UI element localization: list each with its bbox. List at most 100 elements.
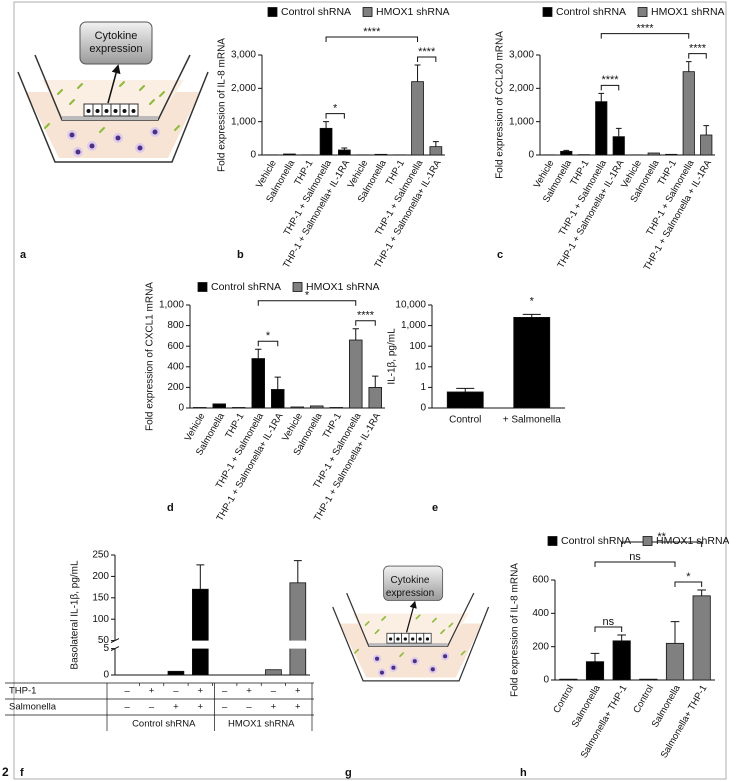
legend-swatch xyxy=(642,536,653,546)
significance-label: * xyxy=(530,295,535,307)
y-axis-label: Fold expression of CXCL1 mRNA xyxy=(145,282,156,431)
legend-label: Control shRNA xyxy=(281,6,351,18)
y-axis-label: Fold expression of CCL20 mRNA xyxy=(495,31,506,179)
legend-label: HMOX1 shRNA xyxy=(656,535,729,547)
table-group-label: HMOX1 shRNA xyxy=(228,719,295,730)
error-bar xyxy=(323,121,330,129)
y-tick-label: 1,000 xyxy=(401,320,426,331)
bar xyxy=(639,678,658,681)
y-tick-label: 1,000 xyxy=(509,116,534,127)
y-tick-label: 2,000 xyxy=(509,83,534,94)
panel-letter: h xyxy=(520,767,527,779)
y-tick-label: 0 xyxy=(543,675,549,686)
x-tick-label: Control xyxy=(551,683,576,715)
error-bar xyxy=(255,348,262,359)
bar xyxy=(513,317,551,409)
bar xyxy=(319,127,333,156)
bar xyxy=(265,669,282,676)
significance-bracket xyxy=(621,541,703,547)
bar xyxy=(446,391,484,409)
diagram-label: Cytokine expression xyxy=(385,575,435,599)
error-bar xyxy=(372,375,379,388)
significance-label: **** xyxy=(601,74,619,86)
bar xyxy=(212,403,226,409)
significance-label: * xyxy=(305,290,310,302)
y-tick-label: 0 xyxy=(420,403,426,414)
significance-label: * xyxy=(333,103,338,115)
y-tick-label: 1,000 xyxy=(159,300,184,311)
x-tick-label: + Salmonella xyxy=(503,415,562,426)
x-tick-label: Control xyxy=(449,415,481,426)
bar xyxy=(289,582,307,676)
y-axis-label: Fold expression of IL-8 mRNA xyxy=(510,563,521,697)
significance-label: **** xyxy=(636,23,654,35)
legend-label: HMOX1 shRNA xyxy=(306,281,380,293)
bar xyxy=(665,642,685,681)
x-tick-label: Control xyxy=(631,683,656,715)
y-tick-label: 10,000 xyxy=(395,300,426,311)
significance-label: **** xyxy=(357,310,375,322)
y-tick-label: 2,000 xyxy=(231,83,256,94)
y-tick-label: 600 xyxy=(167,341,184,352)
significance-bracket xyxy=(325,113,345,119)
panel-letter: e xyxy=(432,502,438,514)
panel-letter: b xyxy=(237,249,244,261)
bar xyxy=(310,405,324,409)
panel-letter: c xyxy=(497,249,503,261)
table-cell: – xyxy=(149,702,155,713)
y-tick-label: 200 xyxy=(92,571,109,582)
y-tick-label: 0 xyxy=(528,150,534,161)
significance-label: **** xyxy=(689,43,707,55)
legend-label: HMOX1 shRNA xyxy=(651,6,725,18)
legend-swatch xyxy=(637,7,648,17)
y-tick-label: 400 xyxy=(532,608,549,619)
table-cell: + xyxy=(295,686,301,697)
bar xyxy=(682,71,695,156)
table-row-label: Salmonella xyxy=(9,702,57,713)
y-axis-label: IL-1β, pg/mL xyxy=(387,328,398,385)
bar xyxy=(368,386,382,409)
bar xyxy=(338,149,351,156)
table-cell: + xyxy=(173,702,179,713)
significance-bracket xyxy=(688,53,707,59)
y-tick-label: 3,000 xyxy=(231,50,256,61)
y-tick-label: 0 xyxy=(178,403,184,414)
y-tick-label: 100 xyxy=(409,341,426,352)
significance-bracket xyxy=(417,56,437,62)
axis-break-gap xyxy=(288,640,307,649)
significance-bracket xyxy=(600,33,690,39)
table-cell: – xyxy=(246,702,252,713)
y-tick-label: 50 xyxy=(98,635,110,646)
error-bar xyxy=(563,149,570,152)
panel-letter: g xyxy=(345,767,352,779)
y-tick-label: 400 xyxy=(167,361,184,372)
y-tick-label: 0 xyxy=(103,670,109,681)
y-tick-label: 1 xyxy=(420,382,426,393)
error-bar xyxy=(414,64,421,82)
table-cell: + xyxy=(271,702,277,713)
bar xyxy=(167,670,185,676)
legend-swatch xyxy=(197,282,208,292)
significance-bracket xyxy=(257,340,279,347)
y-tick-label: 600 xyxy=(532,575,549,586)
y-tick-label: 0 xyxy=(250,150,256,161)
table-group-label: Control shRNA xyxy=(132,719,196,730)
y-axis-label: Fold expression of IL-8 mRNA xyxy=(217,38,228,172)
table-cell: + xyxy=(246,686,252,697)
significance-bracket xyxy=(594,561,676,567)
significance-bracket xyxy=(674,581,703,587)
significance-bracket xyxy=(257,300,357,306)
panel-letter: d xyxy=(167,502,174,514)
significance-label: ns xyxy=(629,551,641,563)
bar xyxy=(585,661,605,681)
axis-break-gap xyxy=(191,640,210,649)
y-tick-label: 5 xyxy=(103,643,109,654)
legend-label: HMOX1 shRNA xyxy=(376,6,450,18)
bar xyxy=(612,640,631,681)
y-tick-label: 100 xyxy=(92,614,109,625)
bar xyxy=(647,152,660,156)
bar xyxy=(595,101,608,156)
significance-bracket xyxy=(594,626,623,632)
